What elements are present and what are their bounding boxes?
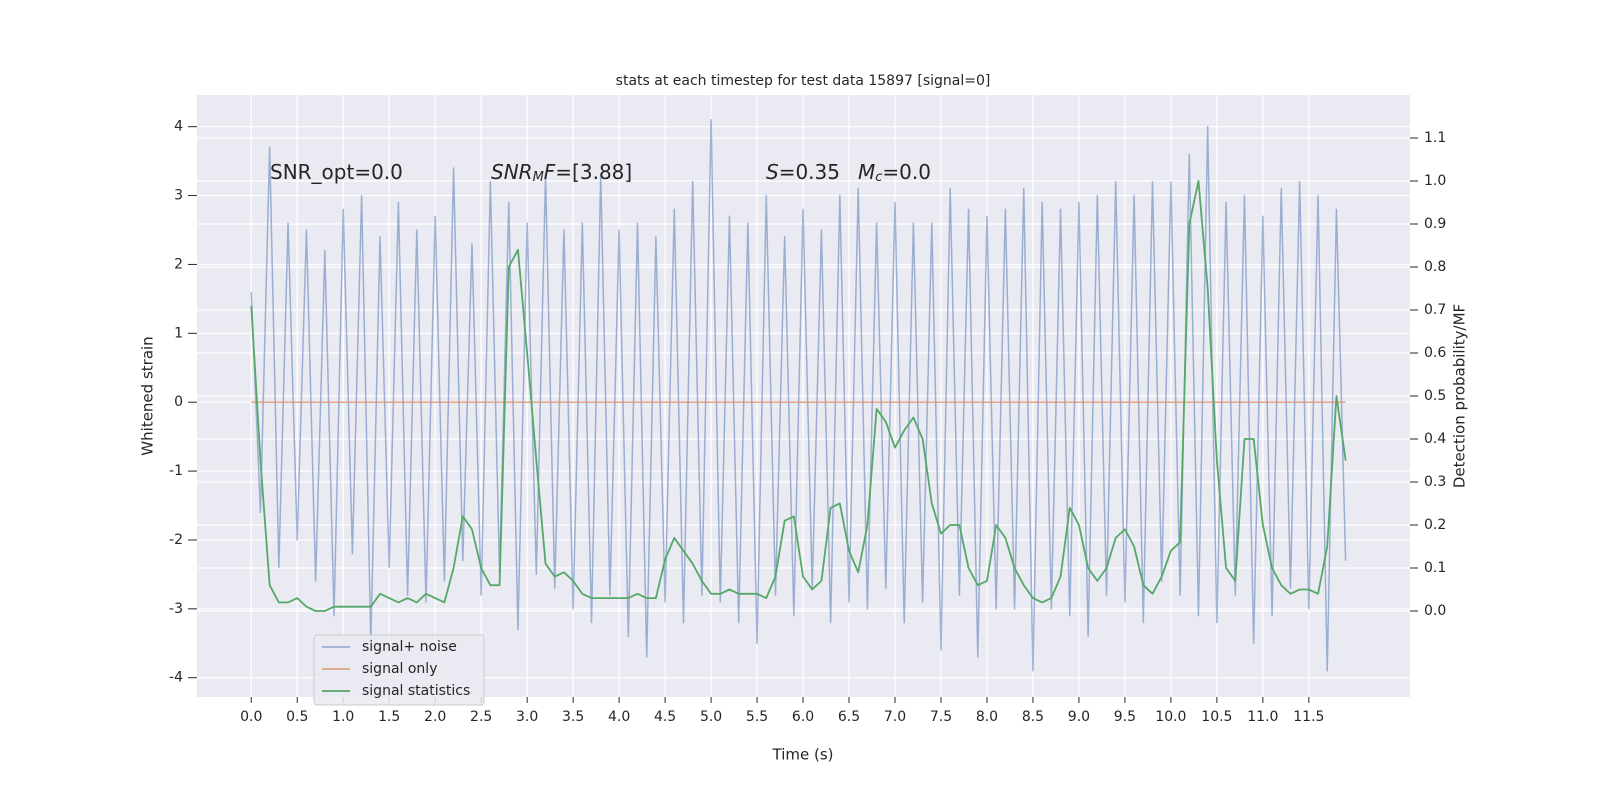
y2-tick-label: 0.9 [1424,216,1446,232]
y-tick-label: 1 [174,325,183,341]
x-tick-label: 7.5 [930,709,952,725]
y2-tick-label: 0.5 [1424,388,1446,404]
x-tick-label: 10.0 [1155,709,1186,725]
x-tick-label: 5.0 [700,709,722,725]
legend-label: signal only [362,661,437,677]
x-tick-label: 11.5 [1293,709,1324,725]
y2-tick-label: 0.2 [1424,517,1446,533]
y-tick-label: -4 [169,670,183,686]
annotation: SNR_opt=0.0 [270,160,403,184]
y-tick-label: 4 [174,119,183,135]
annotation-part: S [766,160,779,184]
x-tick-label: 11.0 [1247,709,1278,725]
annotation: S=0.35 [766,160,840,184]
y2-tick-label: 0.4 [1424,431,1446,447]
y2-tick-label: 0.7 [1424,302,1446,318]
legend-box [313,634,485,706]
annotation-part: =0.0 [882,160,931,184]
annotation-part: M [533,170,544,185]
y-tick-label: -1 [169,463,183,479]
y2-tick-label: 0.0 [1424,603,1446,619]
y2-tick-label: 1.0 [1424,173,1446,189]
legend-label: signal+ noise [362,639,457,655]
annotation-part: SNR [491,160,533,184]
y-axis-label: Whitened strain [139,336,157,455]
y-tick-label: 0 [174,394,183,410]
x-tick-label: 6.0 [792,709,814,725]
series-line [250,119,1347,672]
x-tick-label: 7.0 [884,709,906,725]
x-tick-label: 3.0 [516,709,538,725]
x-tick-label: 4.5 [654,709,676,725]
x-tick-label: 9.5 [1114,709,1136,725]
x-tick-label: 4.0 [608,709,630,725]
y2-tick-label: 0.6 [1424,345,1446,361]
x-tick-label: 5.5 [746,709,768,725]
y-tick-label: -2 [169,532,183,548]
legend-label: signal statistics [362,683,470,699]
x-tick-label: 9.0 [1068,709,1090,725]
y2-axis-label: Detection probability/MF [1451,304,1469,488]
x-tick-label: 3.5 [562,709,584,725]
y2-tick-label: 0.1 [1424,560,1446,576]
x-tick-label: 8.5 [1022,709,1044,725]
series-line [250,180,1347,612]
x-tick-label: 1.5 [378,709,400,725]
x-tick-label: 0.5 [286,709,308,725]
annotation: Mc=0.0 [858,160,931,185]
annotation-part: =[3.88] [555,160,632,184]
annotation-part: =0.35 [779,160,840,184]
x-tick-label: 0.0 [240,709,262,725]
x-tick-label: 8.0 [976,709,998,725]
x-tick-label: 1.0 [332,709,354,725]
y-tick-label: 2 [174,256,183,272]
annotation-part: SNR_opt=0.0 [270,160,403,184]
y2-tick-label: 0.8 [1424,259,1446,275]
chart-title: stats at each timestep for test data 158… [616,73,991,89]
x-tick-label: 10.5 [1201,709,1232,725]
annotation-part: F [544,160,556,184]
annotation-part: c [875,170,882,185]
annotation: SNRMF=[3.88] [491,160,632,185]
x-tick-label: 6.5 [838,709,860,725]
y2-tick-label: 0.3 [1424,474,1446,490]
y2-tick-label: 1.1 [1424,130,1446,146]
x-axis-label: Time (s) [772,746,834,764]
annotation-part: M [858,160,875,184]
x-tick-label: 2.5 [470,709,492,725]
y-tick-label: 3 [174,188,183,204]
x-tick-label: 2.0 [424,709,446,725]
y-tick-label: -3 [169,601,183,617]
